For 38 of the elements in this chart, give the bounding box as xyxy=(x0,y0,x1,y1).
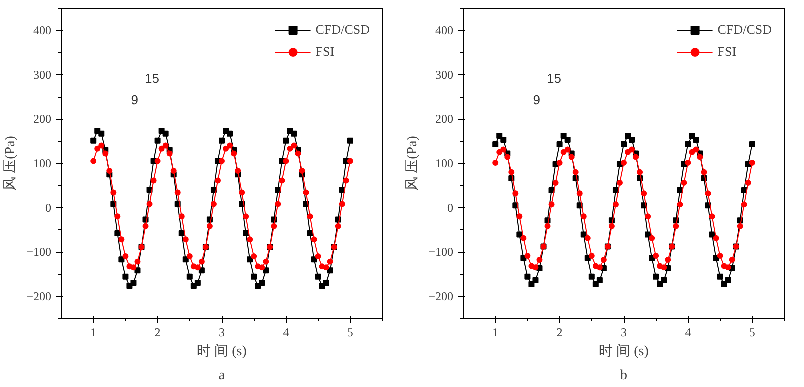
y-tick-label: 400 xyxy=(436,24,454,38)
y-tick-label: −200 xyxy=(26,289,52,304)
x-axis-title: 时 间 (s) xyxy=(599,344,650,360)
x-tick-label: 5 xyxy=(347,326,354,340)
y-axis-title: 风 压(Pa) xyxy=(4,136,19,191)
legend-label: CFD/CSD xyxy=(316,22,370,38)
x-tick-label: 4 xyxy=(685,326,692,340)
x-tick-label: 3 xyxy=(621,326,627,340)
legend-label: FSI xyxy=(316,44,336,60)
y-tick-label: 200 xyxy=(34,112,52,126)
y-tick-label: −100 xyxy=(26,245,52,260)
y-tick-label: 400 xyxy=(34,24,52,38)
annotation: 15 xyxy=(546,70,562,86)
y-tick-label: 200 xyxy=(436,112,454,126)
annotation: 15 xyxy=(144,70,160,86)
x-tick-label: 5 xyxy=(749,326,756,340)
y-tick-label: 100 xyxy=(436,156,454,170)
y-tick-label: −100 xyxy=(428,245,454,260)
y-tick-label: 0 xyxy=(46,200,52,215)
x-tick-label: 1 xyxy=(90,326,97,340)
text: b xyxy=(620,368,628,384)
y-tick-label: 100 xyxy=(34,156,52,170)
legend-label: FSI xyxy=(718,44,738,60)
legend-label: CFD/CSD xyxy=(718,22,772,38)
x-tick-label: 1 xyxy=(492,326,499,340)
x-tick-label: 3 xyxy=(219,326,225,340)
y-axis-title: 风 压(Pa) xyxy=(406,136,421,191)
y-tick-label: 300 xyxy=(436,68,454,82)
annotation: 9 xyxy=(533,92,541,108)
y-tick-label: 300 xyxy=(34,68,52,82)
x-tick-label: 4 xyxy=(283,326,290,340)
text: a xyxy=(218,368,226,384)
x-axis-title: 时 间 (s) xyxy=(197,344,248,360)
x-tick-label: 2 xyxy=(556,326,563,340)
y-tick-label: 0 xyxy=(448,200,454,215)
x-tick-label: 2 xyxy=(154,326,161,340)
annotation: 9 xyxy=(131,92,139,108)
y-tick-label: −200 xyxy=(428,289,454,304)
